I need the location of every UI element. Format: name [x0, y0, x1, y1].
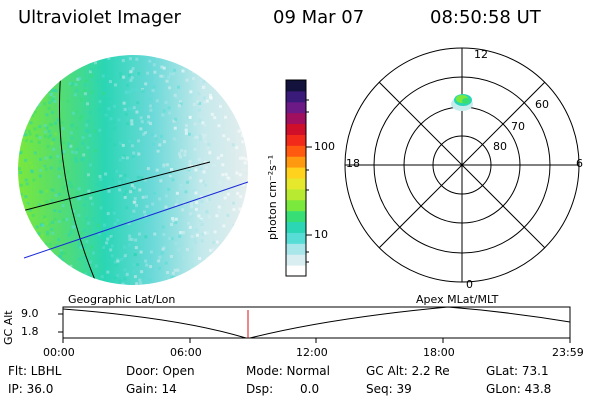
- colorbar-band: [286, 134, 306, 146]
- uv-earth-image: [18, 55, 249, 285]
- meridian-line: [59, 59, 96, 281]
- dsp-value: 0.0: [300, 382, 320, 396]
- lat-label-60: 60: [535, 98, 549, 111]
- orbit-plot: [58, 306, 571, 343]
- colorbar-band: [286, 90, 306, 103]
- time-tick-0000: 00:00: [43, 346, 75, 359]
- time-tick-1800: 18:00: [423, 346, 455, 359]
- colorbar-band: [286, 232, 306, 244]
- colorbar-band: [286, 221, 306, 233]
- time-tick-0600: 06:00: [170, 346, 202, 359]
- colorbar-band: [286, 254, 306, 266]
- colorbar-unit-label: photon cm⁻²s⁻¹: [266, 154, 279, 240]
- filter-status: Flt: LBHL: [8, 364, 62, 378]
- colorbar: [285, 79, 312, 277]
- colorbar-band: [286, 80, 306, 92]
- apex-label: Apex MLat/MLT: [416, 293, 499, 306]
- colorbar-label-100: 100: [314, 140, 335, 153]
- time-tick-1200: 12:00: [296, 346, 328, 359]
- time-label: 08:50:58 UT: [430, 7, 541, 28]
- mlt-label-12: 12: [474, 48, 488, 61]
- colorbar-band: [286, 210, 306, 223]
- colorbar-band: [286, 178, 306, 190]
- mlt-label-6: 6: [576, 157, 583, 170]
- glon-status: GLon: 43.8: [486, 382, 552, 396]
- colorbar-band: [286, 145, 306, 157]
- mode-status: Mode: Normal: [246, 364, 330, 378]
- colorbar-label-10: 10: [314, 228, 328, 241]
- lat-label-70: 70: [511, 120, 525, 133]
- instrument-title: Ultraviolet Imager: [18, 7, 181, 28]
- colorbar-band: [286, 243, 306, 255]
- polar-plot: [344, 47, 580, 283]
- colorbar-band: [286, 188, 306, 201]
- colorbar-band: [286, 167, 306, 179]
- lat-label-80: 80: [493, 140, 507, 153]
- ip-status: IP: 36.0: [8, 382, 54, 396]
- glat-status: GLat: 73.1: [486, 364, 549, 378]
- colorbar-band: [286, 265, 306, 277]
- colorbar-band: [286, 112, 306, 125]
- orbit-y-axis-label: GC Alt: [2, 310, 15, 345]
- colorbar-band: [286, 123, 306, 135]
- colorbar-band: [286, 101, 306, 114]
- geographic-label: Geographic Lat/Lon: [68, 293, 176, 306]
- mlt-label-0: 0: [466, 278, 473, 291]
- colorbar-band: [286, 199, 306, 212]
- gc-alt-status: GC Alt: 2.2 Re: [366, 364, 450, 378]
- altitude-curve: [62, 306, 571, 339]
- date-label: 09 Mar 07: [273, 7, 365, 28]
- colorbar-band: [286, 156, 306, 168]
- mlt-label-18: 18: [346, 157, 360, 170]
- terminator-line: [23, 181, 249, 259]
- dsp-label: Dsp:: [246, 382, 274, 396]
- latitude-line: [18, 161, 211, 213]
- time-tick-2359: 23:59: [552, 346, 584, 359]
- gain-status: Gain: 14: [126, 382, 177, 396]
- seq-status: Seq: 39: [366, 382, 412, 396]
- aurora-spot: [451, 94, 473, 111]
- orbit-y-min: 1.8: [21, 325, 39, 338]
- orbit-y-max: 9.0: [21, 307, 39, 320]
- door-status: Door: Open: [126, 364, 195, 378]
